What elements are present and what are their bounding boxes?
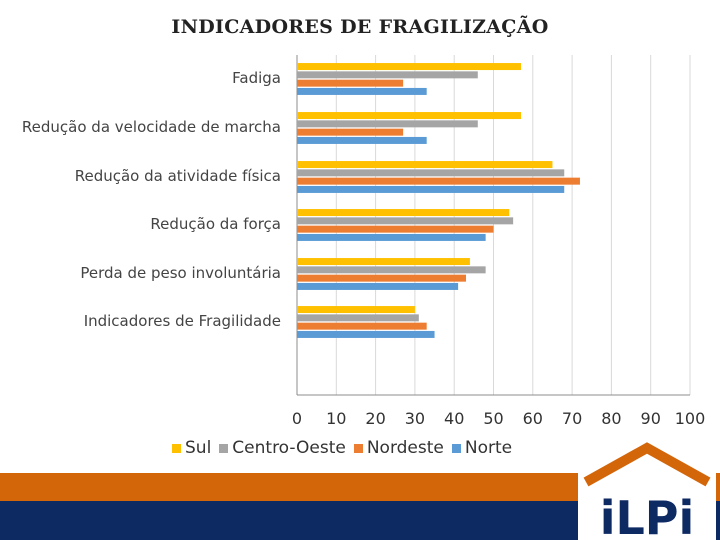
category-label-2: Redução da atividade física bbox=[75, 167, 281, 185]
bar-sul-4 bbox=[297, 258, 470, 266]
bar-nordeste-3 bbox=[297, 225, 494, 233]
legend-item-centro-oeste: Centro-Oeste bbox=[219, 438, 346, 458]
bar-nordeste-1 bbox=[297, 128, 404, 136]
bar-norte-1 bbox=[297, 136, 427, 144]
chart-legend: Sul Centro-Oeste Nordeste Norte bbox=[172, 438, 520, 458]
category-label-5: Indicadores de Fragilidade bbox=[84, 312, 281, 330]
x-tick-label-90: 90 bbox=[641, 409, 661, 428]
legend-label-sul: Sul bbox=[185, 438, 212, 458]
category-label-4: Perda de peso involuntária bbox=[80, 264, 281, 282]
bar-nordeste-4 bbox=[297, 274, 466, 282]
bar-norte-0 bbox=[297, 87, 427, 95]
bar-sul-3 bbox=[297, 209, 510, 217]
logo-background bbox=[578, 440, 716, 540]
x-tick-label-50: 50 bbox=[483, 409, 503, 428]
bar-nordeste-2 bbox=[297, 177, 580, 185]
legend-swatch-norte bbox=[451, 443, 461, 453]
legend-label-centro-oeste: Centro-Oeste bbox=[232, 438, 346, 458]
bar-norte-4 bbox=[297, 282, 459, 290]
bar-nordeste-0 bbox=[297, 79, 404, 87]
legend-label-nordeste: Nordeste bbox=[366, 438, 444, 458]
legend-label-norte: Norte bbox=[464, 438, 513, 458]
bar-sul-5 bbox=[297, 306, 415, 314]
bar-centro-oeste-2 bbox=[297, 169, 565, 177]
x-tick-label-10: 10 bbox=[326, 409, 346, 428]
category-label-1: Redução da velocidade de marcha bbox=[22, 118, 281, 136]
chart-title: INDICADORES DE FRAGILIZAÇÃO bbox=[171, 16, 549, 38]
x-tick-label-20: 20 bbox=[365, 409, 385, 428]
bar-centro-oeste-1 bbox=[297, 120, 478, 128]
bar-centro-oeste-0 bbox=[297, 71, 478, 79]
bar-centro-oeste-3 bbox=[297, 217, 514, 225]
x-tick-label-40: 40 bbox=[444, 409, 464, 428]
bar-sul-2 bbox=[297, 161, 553, 169]
category-label-0: Fadiga bbox=[232, 69, 281, 87]
x-tick-label-60: 60 bbox=[523, 409, 543, 428]
bar-chart: 0 10 20 30 40 50 60 70 80 90 100 Fadiga Redução da v… bbox=[22, 55, 706, 428]
legend-swatch-nordeste bbox=[353, 443, 363, 453]
ilpi-logo: iLPi bbox=[578, 440, 716, 540]
x-tick-label-0: 0 bbox=[292, 409, 302, 428]
logo-text: iLPi bbox=[600, 491, 695, 540]
bar-centro-oeste-5 bbox=[297, 314, 419, 322]
bar-sul-1 bbox=[297, 112, 522, 120]
bar-nordeste-5 bbox=[297, 322, 427, 330]
x-tick-label-30: 30 bbox=[405, 409, 425, 428]
bar-norte-3 bbox=[297, 233, 486, 241]
x-tick-label-100: 100 bbox=[675, 409, 706, 428]
legend-item-norte: Norte bbox=[451, 438, 513, 458]
bar-sul-0 bbox=[297, 63, 522, 71]
legend-item-nordeste: Nordeste bbox=[353, 438, 444, 458]
legend-swatch-sul bbox=[172, 443, 181, 453]
category-label-3: Redução da força bbox=[150, 215, 281, 233]
bar-centro-oeste-4 bbox=[297, 266, 486, 274]
x-tick-label-70: 70 bbox=[562, 409, 582, 428]
x-tick-label-80: 80 bbox=[601, 409, 621, 428]
bar-norte-5 bbox=[297, 330, 435, 338]
legend-item-sul: Sul bbox=[172, 438, 211, 458]
bar-norte-2 bbox=[297, 185, 565, 193]
legend-swatch-centro-oeste bbox=[219, 443, 229, 453]
logo-roof-icon bbox=[583, 442, 711, 487]
